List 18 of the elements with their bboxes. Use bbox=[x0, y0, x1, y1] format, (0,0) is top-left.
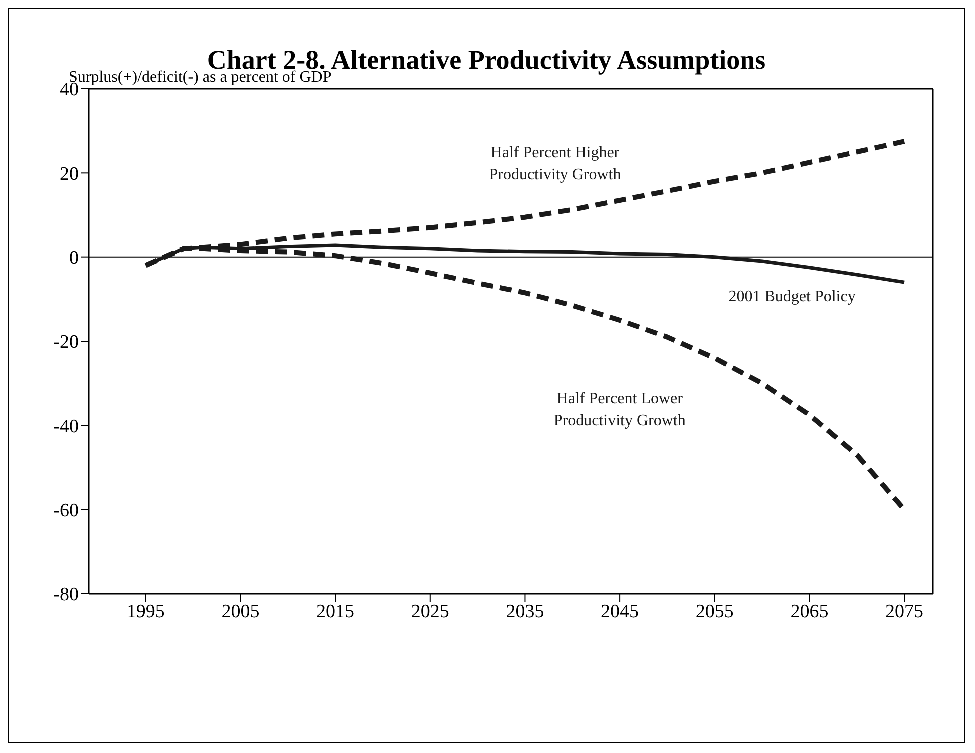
x-tick-label: 2055 bbox=[696, 601, 734, 622]
y-tick-label: -40 bbox=[54, 416, 79, 438]
x-tick-label: 2065 bbox=[790, 601, 829, 622]
x-tick-label: 2005 bbox=[222, 601, 260, 622]
x-tick-label: 2075 bbox=[886, 601, 924, 622]
series-label: Half Percent Higher Productivity Growth bbox=[489, 144, 622, 184]
x-tick-label: 1995 bbox=[126, 601, 165, 622]
x-tick-label: 2015 bbox=[316, 601, 355, 622]
y-tick-label: -20 bbox=[54, 332, 79, 354]
y-tick-label: -80 bbox=[54, 584, 79, 606]
text: Half Percent Lower Productivity Growth bbox=[554, 390, 686, 430]
x-tick-label: 2035 bbox=[506, 601, 544, 622]
x-tick-label: 2025 bbox=[411, 601, 450, 622]
y-tick-label: 0 bbox=[70, 248, 79, 270]
series-label: 2001 Budget Policy bbox=[728, 288, 856, 306]
x-tick-label: 2045 bbox=[601, 601, 640, 622]
y-tick-label: 20 bbox=[60, 164, 79, 185]
y-tick-label: -60 bbox=[54, 500, 79, 522]
